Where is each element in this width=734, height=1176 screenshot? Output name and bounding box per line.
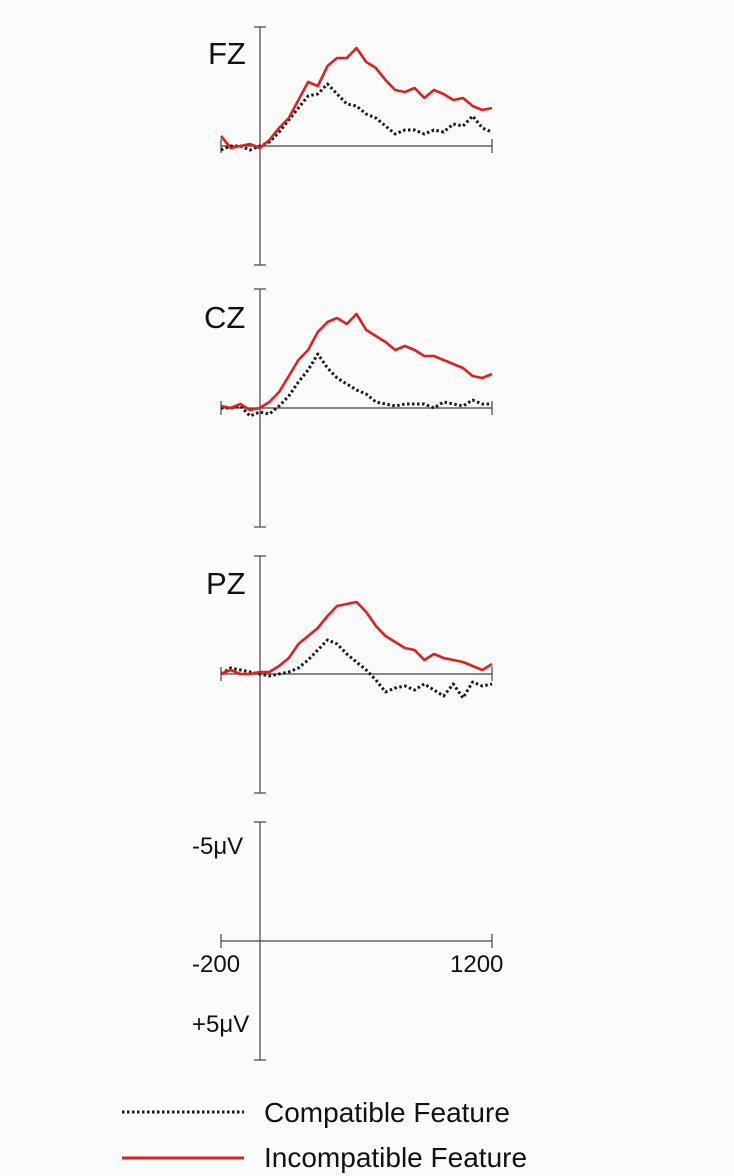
series-compatible-pz [220, 638, 493, 700]
legend-label-incompatible: Incompatible Feature [264, 1142, 527, 1173]
panel-cz: CZ [204, 288, 493, 528]
electrode-label-fz: FZ [208, 36, 246, 71]
series-incompatible-pz [220, 600, 493, 676]
panel-pz: PZ [206, 555, 493, 794]
scale-x-start-label: -200 [192, 951, 240, 978]
scale-y-top-label: -5μV [192, 833, 243, 860]
axes-pz [220, 555, 493, 794]
scale-y-bottom-label: +5μV [192, 1011, 249, 1038]
electrode-label-cz: CZ [204, 300, 245, 335]
legend: Compatible Feature Incompatible Feature [122, 1097, 527, 1173]
series-incompatible-cz [220, 312, 493, 412]
series-incompatible-fz [219, 46, 493, 150]
scale-x-end-label: 1200 [450, 951, 503, 978]
panel-fz: FZ [208, 26, 493, 266]
scale-bar: -5μV -200 1200 +5μV [192, 821, 503, 1061]
electrode-label-pz: PZ [206, 566, 246, 601]
series-compatible-cz [221, 352, 492, 418]
legend-label-compatible: Compatible Feature [264, 1097, 510, 1128]
series-compatible-fz [220, 82, 493, 152]
